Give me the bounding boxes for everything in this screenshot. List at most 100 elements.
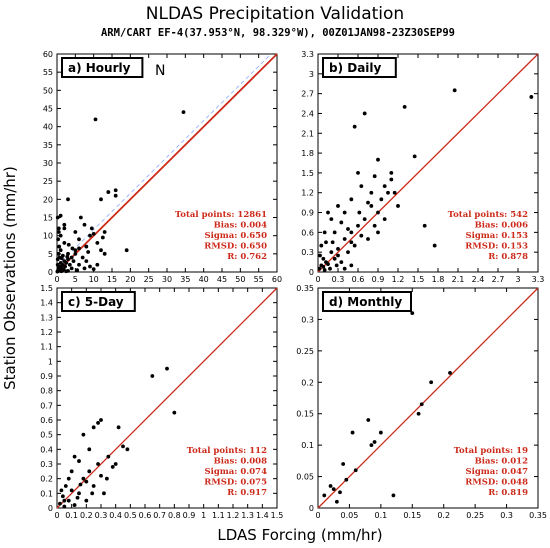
scatter-point [73,251,78,256]
scatter-point [99,197,103,202]
scatter-point [353,468,358,473]
stat-line: Sigma: 0.074 [204,467,267,477]
scatter-point [362,217,367,222]
scatter-point [99,418,103,422]
scatter-point [62,498,67,503]
one-to-one-line [317,53,539,273]
y-tick-label: 0.9 [301,209,314,218]
stat-line: Sigma: 0.047 [465,467,528,477]
y-tick-label: 1.2 [301,189,314,198]
stat-line: R: 0.917 [227,488,267,498]
y-tick-label: 2.1 [301,129,314,138]
y-tick-label: 2.7 [301,90,314,99]
panel-label: d) Monthly [329,295,402,309]
x-tick-label: 0.6 [352,275,365,284]
panel-monthly: 0 0.05 0.1 0.15 0.2 0.25 0.3 0.35 0 0.05 0.1 0.15 0.… [296,284,547,520]
panel-mark-n: N [155,63,165,79]
y-tick-label: 10 [43,232,53,241]
scatter-point [70,246,75,251]
scatter-point [321,264,326,269]
x-tick-label: 0.3 [95,511,108,520]
scatter-point [66,197,70,202]
scatter-point [77,459,81,463]
scatter-point [90,491,95,496]
scatter-point [372,440,377,444]
x-tick-label: 0.9 [183,511,196,520]
x-tick-label: 35 [180,275,190,284]
scatter-point [80,255,85,260]
x-tick-label: 55 [254,275,264,284]
scatter-point [75,268,80,273]
scatter-point [66,242,71,247]
x-tick-label: 2.4 [472,275,485,284]
scatter-point [71,259,76,263]
y-tick-label: 0.3 [301,248,314,257]
scatter-point [317,266,322,271]
x-tick-label: 0.35 [529,511,547,520]
x-tick-label: 0.5 [124,511,137,520]
scatter-point [91,425,96,430]
x-tick-label: 1.2 [392,275,405,284]
panels: 0 5 10 15 20 25 30 35 40 45 50 55 600510152025303540… [40,50,547,520]
y-tick-label: 0.1 [40,489,53,498]
scatter-point [352,124,357,129]
scatter-point [78,482,83,487]
panel-label-box [61,57,144,78]
scatter-point [349,230,354,235]
scatter-point [84,244,89,249]
panel-5-day: 0 0.1 0.2 0.3 0.4 0.5 0.6 0.7 0.8 0.9 1 1.1 1.2 1.3 1.… [40,284,283,520]
y-tick-label: 35 [43,141,53,150]
scatter-point [113,193,118,198]
scatter-point [382,184,387,189]
scatter-point [89,226,94,231]
y-tick-label: 45 [43,105,53,114]
scatter-point [357,210,362,215]
scatter-point [58,248,63,253]
scatter-point [339,220,344,225]
y-tick-label: 0.05 [296,473,314,482]
scatter-point [56,230,61,234]
y-axis-title: Station Observations (mm/hr) [1,166,19,390]
scatter-point [326,210,330,215]
scatter-point [150,374,155,378]
x-tick-label: 0.1 [65,511,78,520]
y-tick-label: 1.3 [40,313,53,322]
panel-daily: 0 0.3 0.6 0.9 1.2 1.5 1.8 2.1 2.4 2.7 3 3.3 0 0.3 0.6 0… [301,50,544,284]
scatter-point [110,465,115,469]
scatter-point [389,171,394,175]
scatter-point [432,243,437,248]
figure-title: NLDAS Precipitation Validation [146,4,404,24]
scatter-point [81,432,86,437]
stat-line: R: 0.878 [488,252,528,262]
scatter-point [100,235,105,240]
scatter-point [372,174,377,179]
scatter-point [87,469,92,474]
scatter-point [396,204,400,208]
scatter-point [91,267,96,271]
y-tick-label: 0 [48,504,53,513]
scatter-point [59,269,64,274]
stat-line: Total points: 19 [454,446,528,456]
scatter-point [330,240,335,245]
y-tick-label: 0.4 [40,445,53,454]
y-tick-label: 0.5 [40,431,53,440]
scatter-point [350,430,355,435]
scatter-point [78,215,83,220]
plot-frame [317,53,539,273]
scatter-point [55,262,60,267]
scatter-point [113,188,118,193]
scatter-point [77,262,81,267]
scatter-point [529,95,534,99]
scatter-point [342,237,347,241]
scatter-point [352,243,357,248]
scatter-point [359,184,364,189]
scatter-point [429,380,434,385]
x-axis-title: LDAS Forcing (mm/hr) [217,526,382,544]
x-tick-label: 0.2 [437,511,450,520]
x-tick-label: 0.05 [341,511,359,520]
scatter-point [113,462,118,466]
scatter-point [369,443,374,448]
scatter-point [67,262,72,267]
y-tick-label: 60 [43,50,53,59]
x-tick-label: 30 [162,275,172,284]
